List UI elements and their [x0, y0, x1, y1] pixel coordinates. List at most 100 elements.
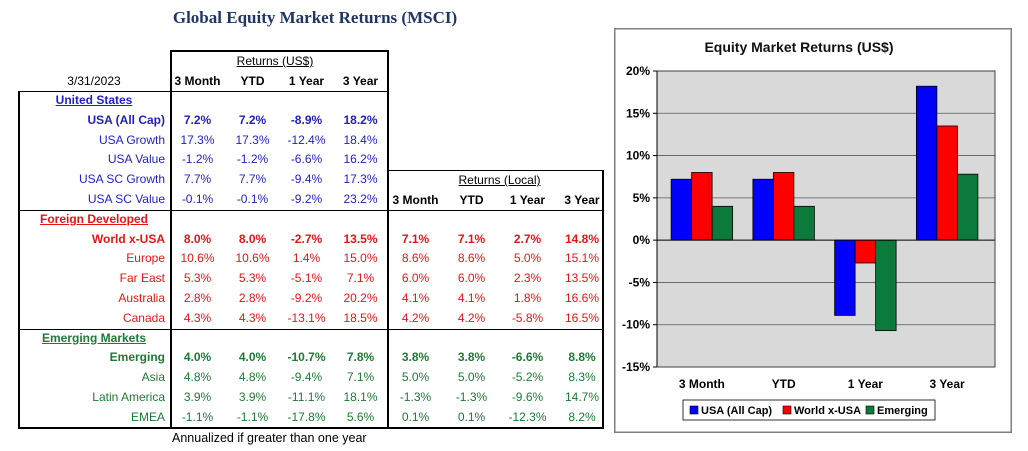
local-value: -1.3%: [399, 390, 432, 404]
local-returns-header: Returns (Local): [458, 173, 541, 188]
usd-value: 7.1%: [346, 370, 375, 385]
row-label: Far East: [119, 271, 165, 286]
usd-value: -12.4%: [287, 132, 326, 147]
y-tick-label: 0%: [633, 233, 651, 247]
table-row: USA SC Value -0.1% -0.1% -9.2% 23.2%: [18, 190, 603, 210]
row-label: EMEA: [130, 409, 165, 424]
local-column-header: 3 Year: [564, 193, 600, 207]
usd-value: 4.0%: [238, 350, 267, 365]
section-header-row: United States: [18, 91, 603, 111]
section-header-row: Foreign Developed: [18, 210, 603, 230]
row-label: USA Value: [107, 152, 165, 167]
usd-value: -1.1%: [181, 409, 214, 424]
usd-value: 7.8%: [346, 350, 375, 365]
usd-value: -10.7%: [287, 350, 326, 365]
local-value: -9.6%: [511, 390, 544, 404]
local-value: -5.2%: [511, 370, 544, 385]
y-tick-label: -10%: [622, 318, 650, 332]
equity-returns-chart: Equity Market Returns (US$) 20% 15% 10% 5% 0%…: [614, 28, 1012, 433]
usd-value: 5.3%: [183, 271, 212, 286]
page-title: Global Equity Market Returns (MSCI): [172, 8, 458, 27]
local-value: 4.2%: [457, 310, 486, 325]
table-rule: [602, 169, 604, 429]
section-header-row: Emerging Markets: [18, 329, 603, 349]
local-value: 1.8%: [513, 291, 542, 305]
local-value: 7.1%: [401, 231, 430, 246]
bar-usa-all-cap-ytd: [752, 178, 774, 241]
usd-column-header: 3 Year: [342, 74, 379, 88]
usd-value: 4.8%: [183, 370, 212, 385]
section-title: United States: [55, 93, 133, 107]
usd-column-header: YTD: [240, 74, 265, 88]
local-value: 4.2%: [401, 310, 430, 325]
bar-world-x-usa-3-year: [936, 125, 958, 241]
bar-emerging-ytd: [793, 205, 815, 241]
table-row: World x-USA 8.0% 8.0% -2.7% 13.5% 7.1% 7.1% 2.7…: [18, 230, 603, 250]
local-value: -12.3%: [508, 409, 547, 424]
local-value: 2.7%: [513, 231, 542, 246]
usd-value: 7.2%: [238, 112, 267, 127]
row-label: Emerging: [109, 350, 165, 365]
row-label: USA (All Cap): [87, 112, 165, 127]
usd-value: 8.0%: [238, 231, 267, 246]
table-row: Latin America 3.9% 3.9% -11.1% 18.1% -1.3% -1.…: [18, 388, 603, 408]
usd-value: 7.2%: [183, 112, 212, 127]
usd-value: 17.3%: [343, 172, 378, 187]
usd-value: 17.3%: [235, 132, 270, 147]
usd-value: 1.4%: [292, 251, 321, 266]
usd-value: -9.4%: [290, 172, 323, 187]
table-row: USA (All Cap) 7.2% 7.2% -8.9% 18.2%: [18, 111, 603, 131]
row-label: Canada: [122, 310, 165, 325]
local-value: 6.0%: [401, 271, 430, 286]
table-row: Europe 10.6% 10.6% 1.4% 15.0% 8.6% 8.6% 5.0% 15.…: [18, 249, 603, 269]
usd-value: 18.2%: [343, 112, 378, 127]
y-tick-label: 20%: [626, 64, 650, 78]
row-label: World x-USA: [91, 231, 165, 246]
usd-value: 10.6%: [180, 251, 215, 266]
usd-value: 4.0%: [183, 350, 212, 365]
table-rule: [387, 169, 604, 171]
category-label: 3 Month: [679, 377, 725, 391]
table-rule: [18, 90, 388, 92]
table-row: Far East 5.3% 5.3% -5.1% 7.1% 6.0% 6.0% 2.3% 13.…: [18, 269, 603, 289]
usd-value: 3.9%: [183, 390, 212, 404]
legend-swatch-emerging: [865, 405, 875, 415]
usd-value: -8.9%: [290, 112, 323, 127]
y-tick-label: 15%: [626, 106, 650, 120]
row-label: USA SC Growth: [78, 172, 165, 187]
row-label: USA SC Value: [87, 192, 165, 206]
legend-label: USA (All Cap): [701, 405, 772, 417]
usd-value: -13.1%: [287, 310, 326, 325]
local-value: 0.1%: [401, 409, 430, 424]
local-value: 6.0%: [457, 271, 486, 286]
usd-value: 13.5%: [343, 231, 378, 246]
usd-value: 20.2%: [343, 291, 378, 305]
usd-value: -1.2%: [236, 152, 269, 167]
usd-value: 2.8%: [183, 291, 212, 305]
row-label: Latin America: [92, 390, 165, 404]
usd-value: 5.3%: [238, 271, 267, 286]
usd-value: 18.4%: [343, 132, 378, 147]
table-row: USA Growth 17.3% 17.3% -12.4% 18.4%: [18, 131, 603, 151]
bar-world-x-usa-3-month: [691, 172, 713, 241]
local-value: 4.1%: [401, 291, 430, 305]
usd-value: 4.8%: [238, 370, 267, 385]
bar-world-x-usa-ytd: [772, 172, 795, 241]
table-row: Australia 2.8% 2.8% -9.2% 20.2% 4.1% 4.1% 1.8% 1…: [18, 289, 603, 309]
local-value: 13.5%: [564, 271, 600, 286]
usd-value: 4.3%: [183, 310, 212, 325]
usd-value: 7.7%: [238, 172, 267, 187]
bar-usa-all-cap-1-year: [834, 239, 856, 316]
section-title: Foreign Developed: [39, 211, 149, 226]
usd-column-header: 1 Year: [288, 74, 325, 88]
local-value: 14.8%: [564, 231, 600, 246]
table-rule: [18, 90, 20, 429]
usd-value: -0.1%: [181, 192, 214, 206]
bar-usa-all-cap-3-month: [670, 178, 693, 241]
local-value: 0.1%: [457, 409, 486, 424]
category-label: 1 Year: [848, 377, 883, 391]
usd-value: -9.4%: [290, 370, 323, 385]
table-rule: [387, 50, 389, 428]
usd-value: 8.0%: [183, 231, 212, 246]
section-title: Emerging Markets: [41, 330, 147, 345]
